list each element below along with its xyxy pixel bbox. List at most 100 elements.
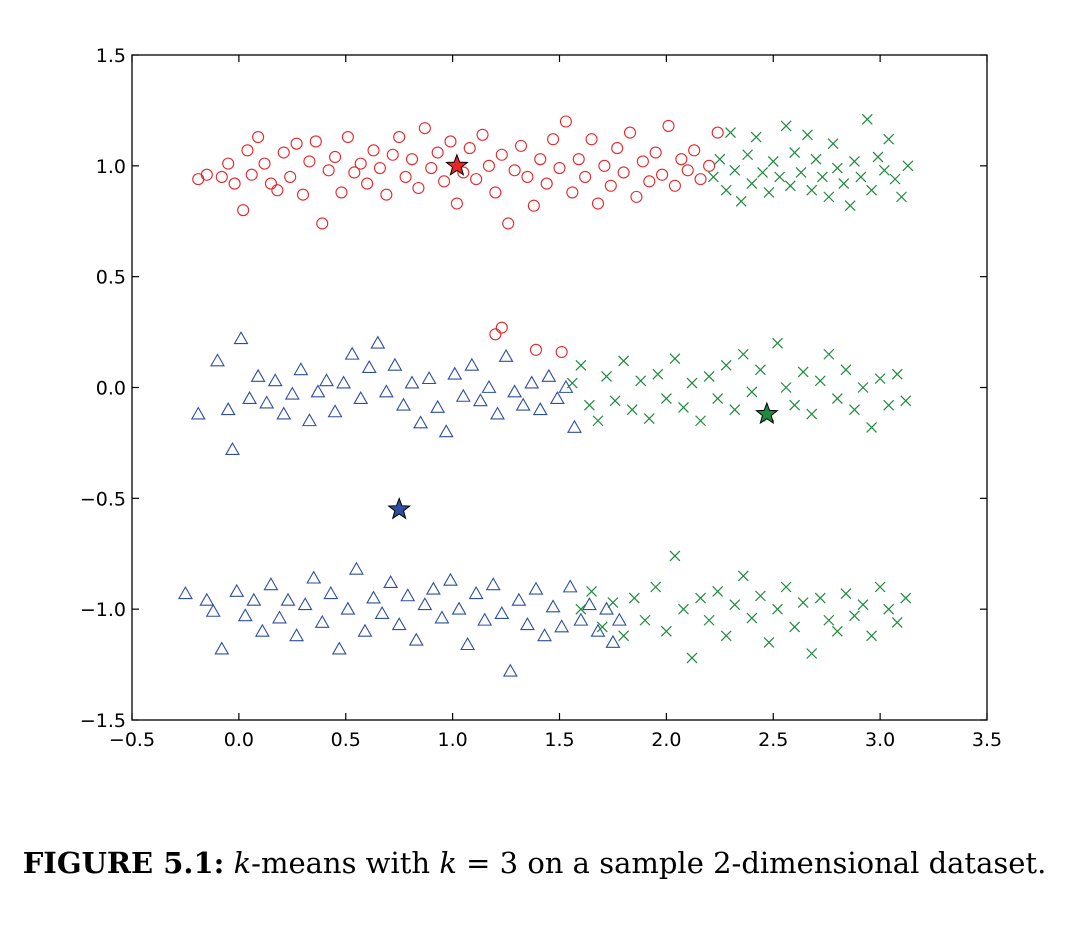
triangle-point: [549, 390, 565, 405]
circle-point: [431, 146, 444, 159]
circle-point: [675, 153, 688, 166]
triangle-point: [353, 390, 369, 405]
circle-point: [591, 197, 605, 210]
x-point: [831, 162, 843, 174]
circle-point: [703, 159, 716, 172]
triangle-point: [297, 597, 313, 611]
triangle-point: [481, 379, 497, 393]
x-point: [707, 171, 719, 183]
circle-point: [559, 115, 572, 128]
y-tick-label: −1.0: [80, 599, 126, 621]
x-point: [780, 120, 792, 132]
triangle-point: [340, 601, 356, 615]
circle-point: [553, 162, 566, 175]
circle-point: [418, 122, 431, 135]
x-point: [823, 614, 835, 626]
triangle-point: [396, 397, 411, 411]
triangle-point: [498, 348, 514, 362]
x-point: [814, 592, 826, 604]
x-point: [872, 151, 884, 163]
triangle-point: [387, 357, 403, 371]
x-point: [789, 621, 801, 633]
triangle-point: [383, 574, 399, 588]
x-point: [725, 127, 736, 139]
x-point: [814, 375, 826, 387]
centroid-star: [445, 153, 469, 176]
x-point: [686, 377, 698, 389]
circle-point: [412, 181, 425, 195]
triangle-point: [537, 628, 552, 642]
circle-point: [335, 186, 348, 199]
circle-point: [380, 188, 393, 201]
circle-point: [215, 170, 228, 183]
x-point: [900, 592, 912, 604]
x-point: [586, 586, 597, 597]
triangle-point: [460, 637, 476, 651]
circle-point: [643, 175, 656, 188]
triangle-point: [276, 406, 292, 420]
triangle-point: [280, 592, 296, 606]
circle-point: [341, 130, 354, 144]
circle-point: [495, 321, 508, 334]
triangle-point: [250, 368, 266, 382]
caption-k-italic: k: [233, 846, 252, 880]
circle-point: [228, 177, 241, 190]
x-point: [838, 178, 850, 189]
circle-point: [277, 146, 290, 159]
triangle-point: [472, 393, 488, 407]
x-point: [678, 402, 689, 413]
triangle-point: [434, 610, 450, 624]
circle-point: [386, 148, 399, 161]
x-point: [596, 621, 608, 633]
x-point: [669, 353, 681, 365]
x-point: [784, 180, 796, 192]
x-point: [774, 171, 786, 183]
caption-k2-italic: k: [439, 846, 457, 880]
x-point: [780, 382, 792, 393]
triangle-point: [443, 572, 458, 586]
circle-point: [495, 148, 508, 161]
x-point: [827, 138, 839, 150]
triangle-point: [477, 612, 493, 626]
x-tick-label: 1.0: [438, 729, 468, 751]
triangle-point: [177, 586, 193, 600]
circle-point: [241, 144, 254, 157]
triangle-point: [590, 623, 606, 637]
x-point: [866, 630, 877, 642]
x-point: [902, 160, 914, 172]
x-point: [714, 153, 726, 165]
circle-point: [200, 168, 213, 181]
x-point: [660, 393, 672, 405]
x-point: [639, 614, 651, 626]
circle-point: [527, 199, 540, 212]
x-point: [767, 155, 779, 167]
x-point: [729, 599, 741, 611]
circle-point: [322, 164, 335, 177]
triangle-point: [451, 601, 467, 615]
triangle-point: [259, 395, 275, 409]
x-point: [575, 359, 587, 371]
triangle-point: [242, 390, 258, 405]
circle-point: [681, 164, 694, 177]
triangle-point: [378, 384, 394, 398]
triangle-point: [348, 561, 364, 575]
x-point: [746, 178, 758, 189]
circle-point: [694, 173, 707, 186]
circle-point: [656, 168, 669, 181]
data-points: [177, 113, 914, 677]
x-point: [883, 133, 895, 145]
x-point: [755, 364, 766, 376]
x-tick-label: 1.5: [544, 729, 574, 751]
triangle-point: [344, 346, 360, 360]
triangle-point: [567, 419, 582, 433]
x-point: [607, 597, 619, 608]
x-point: [883, 603, 895, 615]
x-point: [772, 337, 783, 349]
triangle-point: [263, 577, 279, 591]
x-point: [746, 386, 758, 398]
circle-point: [309, 135, 322, 148]
x-point: [626, 404, 638, 416]
x-tick-label: 0.5: [331, 729, 361, 751]
x-point: [737, 348, 749, 360]
x-point: [695, 415, 706, 427]
